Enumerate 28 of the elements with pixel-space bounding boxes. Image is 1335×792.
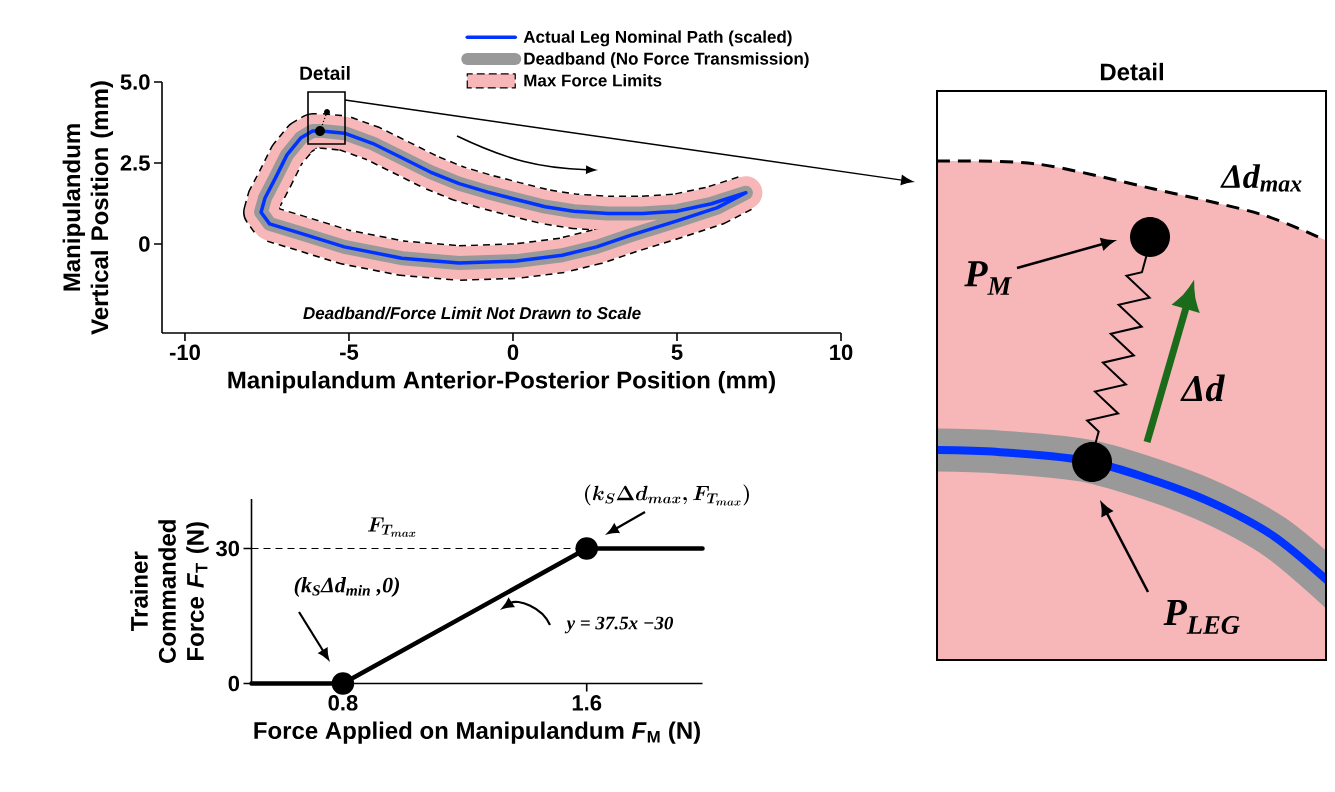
annotation: $(k_S\Delta d_{max},F_{T_{max}})$ [585, 484, 749, 506]
annotation: y = 37.5x −30 [564, 616, 674, 634]
x-tick-label: 0 [507, 344, 519, 361]
x-axis-title: Force Applied on Manipulandum F$_{M}$ (N) [254, 721, 700, 744]
text: Δd [1180, 374, 1225, 402]
ref-line-label: $F_{T_{max}}$ [367, 517, 416, 537]
y-tick-label: 5.0 [120, 74, 150, 90]
x-tick-label: 5 [671, 344, 683, 360]
legend-label: Max Force Limits [524, 74, 662, 87]
text: Detail [1100, 62, 1163, 81]
x-tick-label: 0.8 [328, 695, 358, 711]
x-tick-label: -10 [169, 344, 200, 361]
legend-label: Deadband (No Force Transmission) [524, 52, 809, 69]
x-axis-title: Manipulandum Anterior-Posterior Position (mm) [228, 370, 775, 394]
x-tick-label: 1.6 [572, 695, 602, 711]
x-tick-label: 10 [830, 344, 853, 361]
legend-label: Actual Leg Nominal Path (scaled) [523, 30, 792, 47]
text: Δd$_{max}$ [1220, 164, 1302, 192]
text: Detail [300, 66, 350, 80]
annotation: Deadband/Force Limit Not Drawn to Scale [303, 306, 641, 320]
text: P$_{LEG}$ [1163, 600, 1240, 634]
x-tick-label: -5 [340, 344, 359, 360]
y-tick-label: 0 [139, 236, 150, 252]
text: P$_{M}$ [964, 261, 1012, 295]
annotation: (k$_{S}$Δd$_{min}$ ,0) [294, 577, 400, 597]
y-tick-label: 2.5 [120, 155, 150, 171]
y-tick-label: 30 [216, 540, 240, 557]
y-axis-title: Manipulandum Vertical Position (mm) [62, 81, 114, 335]
